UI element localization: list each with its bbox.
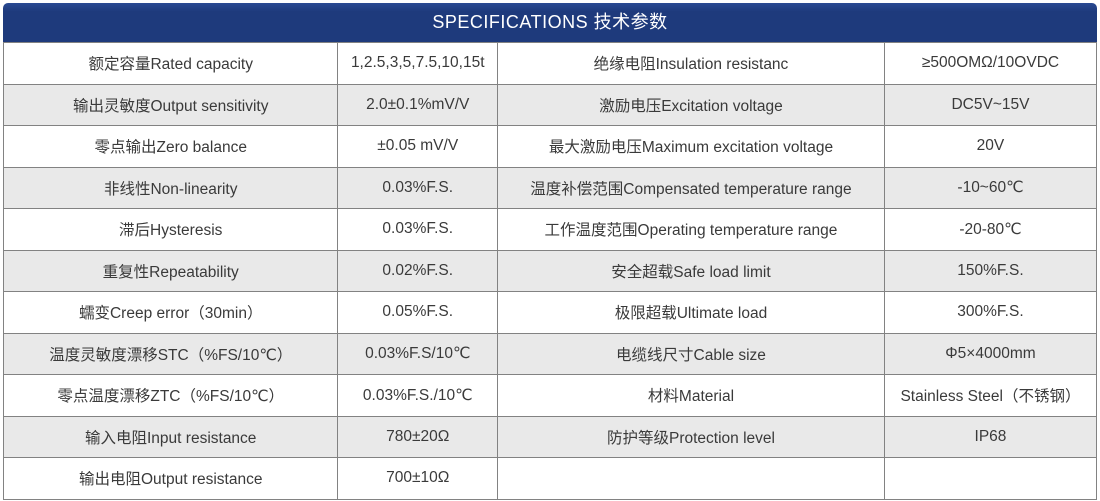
cell-value-left: 0.03%F.S./10℃ xyxy=(337,374,499,417)
cell-parameter-right: 绝缘电阻Insulation resistanc xyxy=(497,42,885,85)
cell-parameter-left: 零点输出Zero balance xyxy=(2,125,339,168)
cell-value-right: 300%F.S. xyxy=(883,291,1098,334)
table-row: 重复性Repeatability 0.02%F.S. 安全超载Safe load… xyxy=(2,249,1098,292)
cell-parameter-left: 输入电阻Input resistance xyxy=(2,415,339,458)
cell-parameter-left: 零点温度漂移ZTC（%FS/10℃） xyxy=(2,374,339,417)
cell-value-right: IP68 xyxy=(883,415,1098,458)
cell-value-right: -10~60℃ xyxy=(883,166,1098,209)
cell-parameter-right: 防护等级Protection level xyxy=(497,415,885,458)
cell-value-left: 2.0±0.1%mV/V xyxy=(337,83,499,126)
cell-parameter-left: 温度灵敏度漂移STC（%FS/10℃） xyxy=(2,332,339,375)
cell-value-left: 0.03%F.S. xyxy=(337,208,499,251)
cell-parameter-left: 输出电阻Output resistance xyxy=(2,457,339,500)
cell-parameter-right: 温度补偿范围Compensated temperature range xyxy=(497,166,885,209)
cell-parameter-right: 安全超载Safe load limit xyxy=(497,249,885,292)
cell-value-left: 0.05%F.S. xyxy=(337,291,499,334)
spec-table: 额定容量Rated capacity 1,2.5,3,5,7.5,10,15t … xyxy=(2,42,1098,500)
cell-value-left: 1,2.5,3,5,7.5,10,15t xyxy=(337,42,499,85)
cell-value-left: 780±20Ω xyxy=(337,415,499,458)
cell-value-right: DC5V~15V xyxy=(883,83,1098,126)
table-row: 输入电阻Input resistance 780±20Ω 防护等级Protect… xyxy=(2,415,1098,458)
cell-parameter-right: 极限超载Ultimate load xyxy=(497,291,885,334)
cell-parameter-right: 工作温度范围Operating temperature range xyxy=(497,208,885,251)
table-row: 零点输出Zero balance ±0.05 mV/V 最大激励电压Maximu… xyxy=(2,125,1098,168)
cell-parameter-right: 激励电压Excitation voltage xyxy=(497,83,885,126)
table-row: 非线性Non-linearity 0.03%F.S. 温度补偿范围Compens… xyxy=(2,166,1098,209)
cell-parameter-left: 非线性Non-linearity xyxy=(2,166,339,209)
cell-value-left: 0.03%F.S/10℃ xyxy=(337,332,499,375)
cell-parameter-right xyxy=(497,457,885,500)
cell-parameter-left: 输出灵敏度Output sensitivity xyxy=(2,83,339,126)
cell-value-left: ±0.05 mV/V xyxy=(337,125,499,168)
cell-value-left: 700±10Ω xyxy=(337,457,499,500)
cell-parameter-left: 重复性Repeatability xyxy=(2,249,339,292)
cell-parameter-right: 最大激励电压Maximum excitation voltage xyxy=(497,125,885,168)
cell-parameter-right: 材料Material xyxy=(497,374,885,417)
cell-parameter-left: 滞后Hysteresis xyxy=(2,208,339,251)
table-row: 滞后Hysteresis 0.03%F.S. 工作温度范围Operating t… xyxy=(2,208,1098,251)
cell-value-right xyxy=(883,457,1098,500)
table-row: 零点温度漂移ZTC（%FS/10℃） 0.03%F.S./10℃ 材料Mater… xyxy=(2,374,1098,417)
cell-parameter-right: 电缆线尺寸Cable size xyxy=(497,332,885,375)
cell-value-right: Stainless Steel（不锈钢） xyxy=(883,374,1098,417)
table-row: 温度灵敏度漂移STC（%FS/10℃） 0.03%F.S/10℃ 电缆线尺寸Ca… xyxy=(2,332,1098,375)
cell-value-left: 0.02%F.S. xyxy=(337,249,499,292)
table-row: 额定容量Rated capacity 1,2.5,3,5,7.5,10,15t … xyxy=(2,42,1098,85)
cell-value-right: 150%F.S. xyxy=(883,249,1098,292)
table-row: 输出灵敏度Output sensitivity 2.0±0.1%mV/V 激励电… xyxy=(2,83,1098,126)
cell-value-right: ≥500OMΩ/10OVDC xyxy=(883,42,1098,85)
cell-value-right: 20V xyxy=(883,125,1098,168)
cell-value-right: -20-80℃ xyxy=(883,208,1098,251)
cell-value-right: Φ5×4000mm xyxy=(883,332,1098,375)
page-title: SPECIFICATIONS 技术参数 xyxy=(3,3,1097,42)
cell-parameter-left: 额定容量Rated capacity xyxy=(2,42,339,85)
table-row: 输出电阻Output resistance 700±10Ω xyxy=(2,457,1098,500)
cell-value-left: 0.03%F.S. xyxy=(337,166,499,209)
cell-parameter-left: 蠕变Creep error（30min） xyxy=(2,291,339,334)
table-row: 蠕变Creep error（30min） 0.05%F.S. 极限超载Ultim… xyxy=(2,291,1098,334)
